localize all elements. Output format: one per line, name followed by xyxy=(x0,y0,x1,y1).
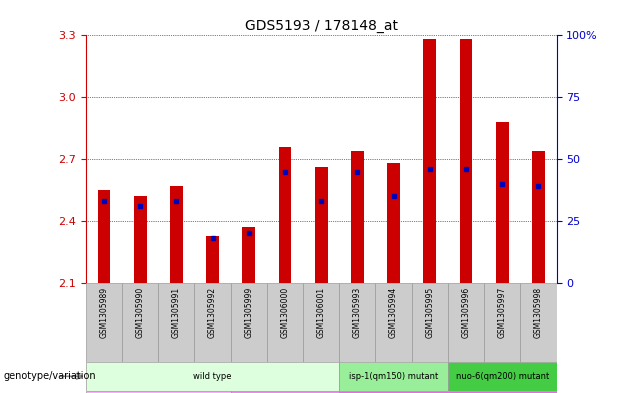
Bar xyxy=(98,190,110,283)
Bar xyxy=(351,151,364,283)
Text: GSM1305998: GSM1305998 xyxy=(534,287,543,338)
Text: GSM1305989: GSM1305989 xyxy=(99,287,109,338)
Text: isp-1(qm150) mutant: isp-1(qm150) mutant xyxy=(349,372,438,381)
Bar xyxy=(339,391,556,393)
Bar xyxy=(158,283,195,362)
Bar xyxy=(339,283,375,362)
Bar xyxy=(496,122,509,283)
Bar xyxy=(267,283,303,362)
Text: wild type: wild type xyxy=(193,372,232,381)
Title: GDS5193 / 178148_at: GDS5193 / 178148_at xyxy=(245,19,398,33)
Bar xyxy=(375,283,411,362)
Bar xyxy=(134,196,146,283)
Text: genotype/variation: genotype/variation xyxy=(3,371,96,381)
Bar xyxy=(448,283,484,362)
Text: GSM1305992: GSM1305992 xyxy=(208,287,217,338)
Text: GSM1306000: GSM1306000 xyxy=(280,287,289,338)
Bar xyxy=(86,391,231,393)
Bar xyxy=(520,283,556,362)
Bar xyxy=(387,163,400,283)
Bar xyxy=(195,283,231,362)
Bar xyxy=(242,227,255,283)
Text: GSM1305991: GSM1305991 xyxy=(172,287,181,338)
Bar xyxy=(279,147,291,283)
Bar xyxy=(231,391,339,393)
Bar xyxy=(231,283,267,362)
Text: GSM1306001: GSM1306001 xyxy=(317,287,326,338)
Text: GSM1305995: GSM1305995 xyxy=(425,287,434,338)
Bar xyxy=(448,362,556,391)
Bar xyxy=(86,283,122,362)
Text: GSM1305997: GSM1305997 xyxy=(498,287,507,338)
Bar xyxy=(303,283,339,362)
Bar xyxy=(206,235,219,283)
Bar xyxy=(424,40,436,283)
Text: GSM1305993: GSM1305993 xyxy=(353,287,362,338)
Text: GSM1305994: GSM1305994 xyxy=(389,287,398,338)
Bar xyxy=(170,186,183,283)
Bar xyxy=(315,167,328,283)
Bar xyxy=(484,283,520,362)
Bar xyxy=(532,151,544,283)
Bar xyxy=(86,362,339,391)
Bar xyxy=(460,40,473,283)
Text: GSM1305999: GSM1305999 xyxy=(244,287,253,338)
Bar xyxy=(411,283,448,362)
Bar xyxy=(339,362,448,391)
Text: nuo-6(qm200) mutant: nuo-6(qm200) mutant xyxy=(455,372,549,381)
Text: GSM1305996: GSM1305996 xyxy=(462,287,471,338)
Bar xyxy=(122,283,158,362)
Text: GSM1305990: GSM1305990 xyxy=(135,287,144,338)
